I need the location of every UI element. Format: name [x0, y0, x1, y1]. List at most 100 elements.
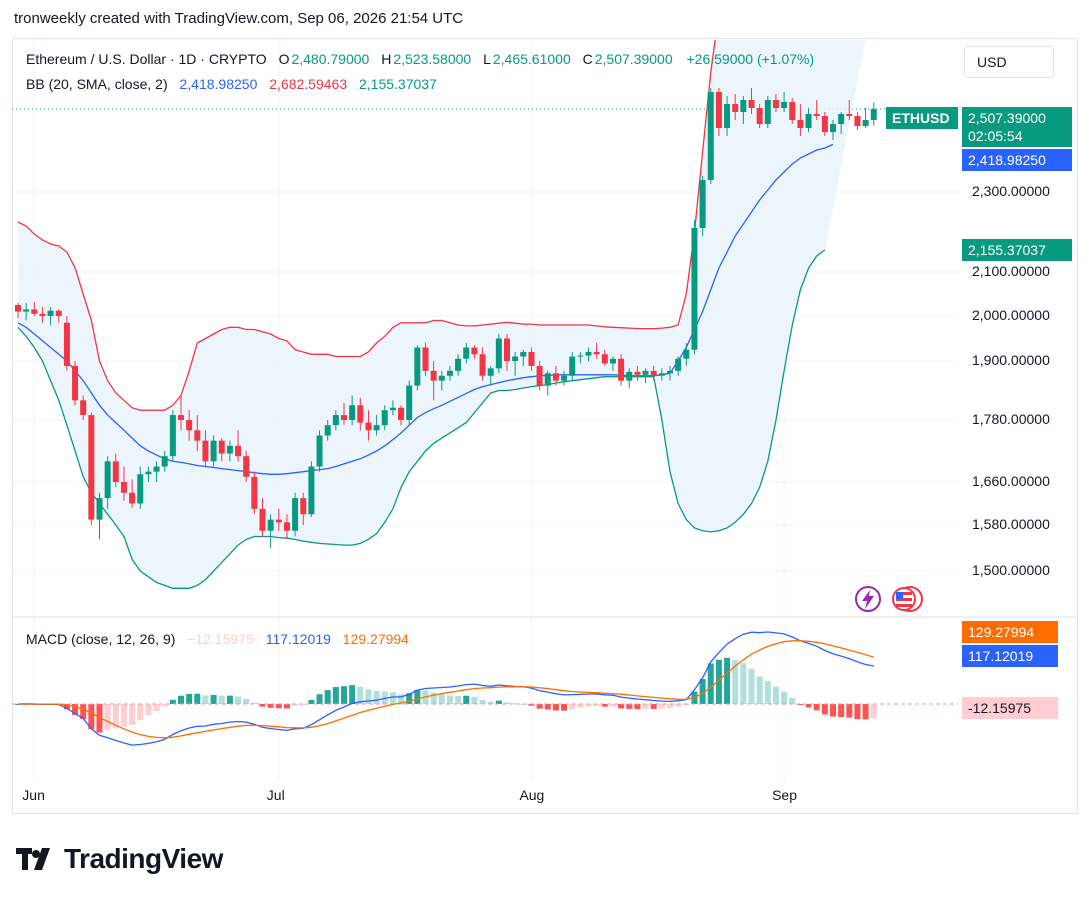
candle-body [455, 358, 462, 371]
x-axis-tick-label: Sep [772, 787, 798, 803]
candle-body [259, 508, 266, 531]
macd-histogram-bar [300, 704, 307, 705]
candle-body [63, 322, 70, 366]
macd-histogram-bar [740, 663, 747, 704]
macd-hist-tag-value: -12.15975 [968, 700, 1032, 716]
candle-body [104, 461, 111, 499]
candle-body [821, 116, 828, 132]
candle-body [479, 354, 486, 376]
macd-hist-price-tag: -12.15975 [962, 697, 1058, 719]
macd-histogram-bar [283, 704, 290, 709]
candle-body [715, 92, 722, 128]
ohlc-close-label: C [582, 51, 593, 67]
macd-histogram-bar [772, 686, 779, 704]
bb-upper-line [17, 40, 716, 411]
macd-histogram-bar [675, 704, 682, 707]
candle-body [275, 519, 282, 523]
macd-histogram-bar [463, 695, 470, 704]
macd-histogram-bar [120, 704, 127, 727]
macd-histogram-bar [634, 704, 641, 710]
candle-body [764, 100, 771, 124]
macd-histogram-bar [561, 704, 568, 711]
us-flag-icon[interactable] [892, 586, 923, 612]
candle-body [422, 347, 429, 371]
ohlc-open: 2,480.79000 [291, 51, 370, 67]
candle-body [373, 425, 380, 431]
bb-basis-value: 2,418.98250 [179, 76, 258, 92]
macd-histogram-bar [797, 704, 804, 705]
candle-body [112, 461, 119, 482]
candle-body [756, 108, 763, 124]
candle-body [544, 373, 551, 386]
macd-histogram-bar [667, 704, 673, 709]
macd-histogram-bar [137, 704, 144, 720]
bb-basis-tag-value: 2,418.98250 [968, 152, 1046, 168]
candle-body [300, 498, 307, 515]
candle-body [186, 420, 193, 431]
macd-histogram-bar [72, 704, 79, 715]
macd-histogram-bar [601, 704, 608, 707]
candle-body [96, 498, 103, 520]
candle-body [39, 313, 46, 316]
macd-signal-price-tag: 129.27994 [962, 621, 1058, 643]
candle-body [772, 100, 779, 108]
macd-histogram-bar [862, 704, 869, 720]
bb-lower-tag-value: 2,155.37037 [968, 242, 1046, 258]
y-axis-tick-label: 1,900.00000 [972, 352, 1050, 368]
candle-body [471, 347, 478, 355]
macd-histogram-bar [618, 704, 625, 709]
candle-body [430, 370, 437, 381]
candle-body [691, 228, 698, 350]
macd-histogram-bar [169, 699, 176, 704]
chart-badges[interactable] [846, 584, 936, 614]
candle-body [504, 338, 510, 361]
macd-line-tag-value: 117.12019 [968, 648, 1034, 664]
macd-histogram-bar [324, 690, 331, 704]
macd-histogram-bar [349, 685, 356, 704]
macd-histogram-bar [153, 704, 160, 711]
candle-body [683, 349, 690, 359]
currency-label: USD [977, 54, 1007, 70]
lightning-icon[interactable] [855, 586, 881, 612]
candle-body [830, 124, 836, 132]
macd-histogram-bar [414, 689, 421, 704]
candle-body [585, 352, 592, 356]
candle-body [414, 347, 421, 386]
candle-body [218, 440, 225, 454]
macd-histogram-bar [764, 681, 771, 704]
macd-histogram-bar [145, 704, 152, 716]
macd-histogram-bar [112, 704, 119, 729]
macd-histogram-bar [715, 659, 722, 704]
candle-body [120, 482, 127, 493]
macd-histogram-bar [756, 676, 763, 704]
macd-histogram-bar [495, 700, 502, 704]
candle-body [658, 373, 665, 376]
candle-body [153, 466, 160, 472]
candlestick-layer [15, 88, 877, 548]
chart-frame [12, 38, 1078, 814]
candle-body [805, 114, 812, 128]
bb-upper-value: 2,682.59463 [269, 76, 348, 92]
ohlc-change: +26.59000 (+1.07%) [686, 51, 815, 67]
candle-body [341, 415, 347, 420]
candle-body [55, 310, 62, 316]
candle-body [308, 466, 315, 515]
candle-body [601, 354, 608, 364]
macd-histogram-bar [789, 697, 796, 704]
y-axis-tick-label: 1,500.00000 [972, 562, 1050, 578]
candle-body [854, 116, 861, 126]
macd-histogram-bar [846, 704, 853, 718]
symbol-price-tag: ETHUSD [886, 107, 958, 129]
last-price-value: 2,507.39000 [968, 110, 1046, 126]
candle-body [781, 102, 788, 108]
currency-button[interactable]: USD [964, 46, 1054, 78]
candle-body [699, 180, 706, 228]
candle-body [609, 358, 616, 364]
ohlc-low-label: L [483, 51, 491, 67]
macd-line-value: 117.12019 [265, 631, 331, 647]
y-axis-tick-label: 2,100.00000 [972, 263, 1050, 279]
macd-histogram-bar [373, 691, 380, 704]
y-axis-tick-label: 1,580.00000 [972, 516, 1050, 532]
candle-body [194, 430, 201, 441]
